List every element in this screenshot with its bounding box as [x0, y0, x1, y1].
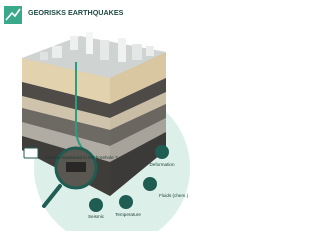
- measure-label: Seismic: [88, 214, 105, 219]
- measure-label: Deformation: [149, 162, 174, 167]
- deformation-icon: [155, 145, 169, 159]
- measure-label: Temperature: [115, 212, 141, 217]
- title: GEORISKS EARTHQUAKES: [28, 8, 124, 17]
- measure-label: Fluids (chem.): [159, 193, 189, 198]
- temperature-icon: [119, 195, 133, 209]
- magnifier: [42, 146, 98, 208]
- callout: What is measured in the borehole ?: [23, 147, 118, 160]
- seismic-icon: [89, 198, 103, 212]
- page: GEORISKS EARTHQUAKES: [4, 6, 190, 231]
- logo: [4, 6, 22, 24]
- ground-block: [22, 32, 166, 196]
- fluids-icon: [143, 177, 157, 191]
- infographic: GEORISKS EARTHQUAKES: [4, 6, 190, 231]
- callout-question: What is measured in the borehole ?: [45, 155, 118, 160]
